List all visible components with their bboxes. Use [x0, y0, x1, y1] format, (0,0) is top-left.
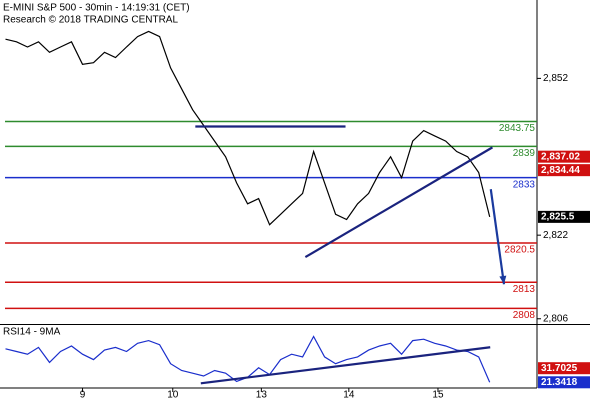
x-tick-label: 10: [167, 390, 179, 400]
price-line: [5, 30, 491, 226]
value-marker-label: 31.7025: [541, 363, 578, 374]
y-tick-label: 2,822: [543, 230, 568, 241]
rsi-title: RSI14 - 9MA: [3, 327, 61, 338]
level-label: 2808: [513, 310, 536, 321]
value-marker-label: 21.3418: [541, 377, 578, 388]
chart-title: E-MINI S&P 500 - 30min - 14:19:31 (CET): [3, 3, 190, 14]
level-label: 2839: [513, 148, 536, 159]
trendline: [304, 146, 493, 259]
x-tick-label: 9: [80, 390, 86, 400]
value-marker: [538, 362, 590, 375]
y-tick-label: 2,852: [543, 73, 568, 84]
value-marker: [538, 150, 590, 163]
x-tick-label: 13: [256, 390, 268, 400]
value-marker-label: 2,837.02: [541, 151, 580, 162]
y-tick-label: 2,806: [543, 313, 568, 324]
value-marker: [538, 376, 590, 389]
value-marker-label: 2,834.44: [541, 165, 580, 176]
level-label: 2820.5: [504, 245, 535, 256]
trendline: [489, 189, 506, 285]
level-label: 2833: [513, 179, 536, 190]
x-tick-label: 15: [432, 390, 444, 400]
level-label: 2843.75: [499, 123, 536, 134]
value-marker: [538, 164, 590, 177]
arrow-head: [499, 275, 507, 285]
x-tick-label: 14: [343, 390, 355, 400]
value-marker-label: 2,825.5: [541, 212, 575, 223]
trendline: [200, 346, 491, 385]
level-label: 2813: [513, 284, 536, 295]
chart-subtitle: Research © 2018 TRADING CENTRAL: [3, 15, 178, 26]
value-marker: [538, 210, 590, 223]
